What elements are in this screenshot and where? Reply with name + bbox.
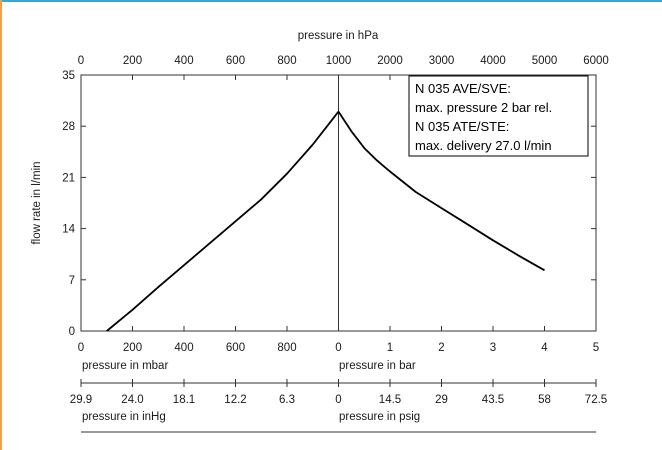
top-axis-tick-label: 5000 <box>532 55 558 67</box>
legend-line-3: N 035 ATE/STE: <box>415 119 509 134</box>
bottom-axis-1-tick-label: 0 <box>78 342 84 354</box>
bottom-axis-1-tick-label: 200 <box>123 342 142 354</box>
bottom-axis-1-tick-label: 2 <box>438 342 444 354</box>
top-axis-tick-label: 0 <box>78 55 84 67</box>
series-line-pressure <box>337 111 545 272</box>
y-tick-label: 21 <box>62 172 75 184</box>
bottom-axis-2-left-title: pressure in inHg <box>82 411 166 423</box>
legend-box <box>408 75 589 157</box>
bottom-axis-2-tick-label: 6.3 <box>279 394 295 406</box>
bottom-axis-1-tick-label: 4 <box>541 342 548 354</box>
bottom-axis-1-tick-label: 3 <box>490 342 496 354</box>
top-axis-tick-label: 2000 <box>377 55 403 67</box>
top-axis-tick-label: 800 <box>277 55 296 67</box>
left-accent-rule <box>0 0 2 450</box>
bottom-axis-1-tick-label: 1 <box>387 342 393 354</box>
y-tick-label: 28 <box>62 121 75 133</box>
legend-line-2: max. pressure 2 bar rel. <box>415 100 552 115</box>
legend-line-4: max. delivery 27.0 l/min <box>415 138 552 153</box>
y-tick-label: 0 <box>69 326 75 338</box>
bottom-axis-1-tick-label: 800 <box>277 342 296 354</box>
bottom-axis-2-tick-label: 24.0 <box>121 394 143 406</box>
bottom-axis-1-tick-label: 600 <box>226 342 245 354</box>
top-axis-tick-label: 1000 <box>326 55 352 67</box>
bottom-axis-2-right-title: pressure in psig <box>339 411 420 423</box>
top-axis-tick-label: 200 <box>123 55 142 67</box>
top-axis-tick-label: 3000 <box>429 55 455 67</box>
bottom-axis-1-tick-label: 400 <box>174 342 193 354</box>
y-tick-label: 7 <box>69 275 75 287</box>
y-tick-label: 14 <box>62 224 75 236</box>
top-axis-title: pressure in hPa <box>298 30 379 42</box>
bottom-axis-2-tick-label: 0 <box>335 394 341 406</box>
top-accent-rule <box>0 0 662 2</box>
bottom-axis-2-tick-label: 43.5 <box>482 394 504 406</box>
bottom-axis-1-tick-label: 0 <box>335 342 341 354</box>
top-axis-tick-label: 6000 <box>583 55 609 67</box>
bottom-axis-2-tick-label: 29.9 <box>70 394 92 406</box>
bottom-axis-1-right-title: pressure in bar <box>339 360 416 372</box>
y-axis-title: flow rate in l/min <box>31 161 43 244</box>
bottom-axis-2-tick-label: 72.5 <box>585 394 607 406</box>
series-line-vacuum <box>106 111 340 332</box>
bottom-axis-2-tick-label: 18.1 <box>173 394 195 406</box>
bottom-axis-2-tick-label: 14.5 <box>379 394 401 406</box>
top-axis-tick-label: 4000 <box>480 55 506 67</box>
bottom-axis-2-tick-label: 12.2 <box>224 394 246 406</box>
top-axis-tick-label: 400 <box>174 55 193 67</box>
bottom-axis-2-tick-label: 58 <box>538 394 551 406</box>
bottom-axis-1-tick-label: 5 <box>593 342 599 354</box>
series-group <box>106 111 545 332</box>
bottom-axis-2-tick-label: 29 <box>435 394 448 406</box>
y-tick-label: 35 <box>62 70 75 82</box>
bottom-axis-1-left-title: pressure in mbar <box>82 360 168 372</box>
legend-line-1: N 035 AVE/SVE: <box>415 81 511 96</box>
top-axis-tick-label: 600 <box>226 55 245 67</box>
